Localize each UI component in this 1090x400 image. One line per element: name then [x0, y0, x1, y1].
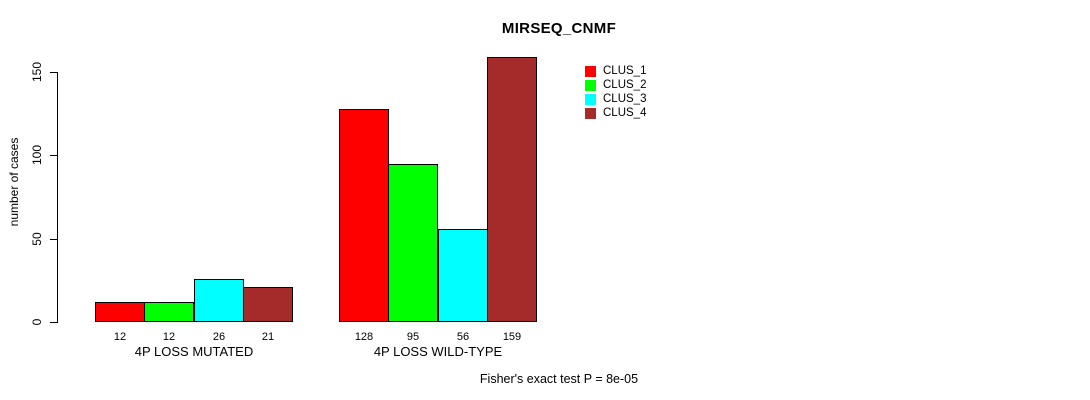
- bar-clus_3-group1: [194, 279, 244, 322]
- legend-item-clus_3: CLUS_3: [585, 92, 646, 106]
- y-tick-label: 100: [30, 144, 44, 166]
- bar-value-label: 12: [162, 331, 176, 343]
- legend-item-clus_2: CLUS_2: [585, 78, 646, 92]
- legend-item-clus_4: CLUS_4: [585, 106, 646, 120]
- bar-clus_1-group1: [95, 302, 145, 322]
- legend-swatch: [585, 107, 596, 119]
- y-tick-mark: [50, 72, 57, 73]
- bar-clus_4-group2: [487, 57, 537, 322]
- bar-value-label: 159: [502, 331, 522, 343]
- bar-clus_3-group2: [438, 229, 488, 322]
- group-label: 4P LOSS MUTATED: [134, 344, 254, 359]
- bar-value-label: 21: [261, 331, 275, 343]
- y-tick-label: 0: [30, 318, 44, 326]
- bar-clus_1-group2: [339, 109, 389, 322]
- legend-label: CLUS_1: [603, 65, 647, 77]
- bar-value-label: 128: [354, 331, 374, 343]
- legend-label: CLUS_3: [603, 93, 647, 105]
- bar-clus_2-group2: [388, 164, 438, 322]
- y-tick-mark: [50, 322, 57, 323]
- fisher-test-annotation: Fisher's exact test P = 8e-05: [479, 372, 639, 386]
- y-axis-title: number of cases: [7, 137, 21, 227]
- y-tick-label: 150: [30, 61, 44, 83]
- bar-value-label: 56: [456, 331, 470, 343]
- legend-label: CLUS_4: [603, 107, 647, 119]
- y-tick-mark: [50, 239, 57, 240]
- y-tick-label: 50: [30, 232, 44, 246]
- legend-item-clus_1: CLUS_1: [585, 64, 646, 78]
- group-label: 4P LOSS WILD-TYPE: [373, 344, 503, 359]
- bar-clus_4-group1: [243, 287, 293, 322]
- legend-swatch: [585, 93, 596, 105]
- legend-label: CLUS_2: [603, 79, 647, 91]
- legend-swatch: [585, 65, 596, 77]
- legend-swatch: [585, 79, 596, 91]
- legend: CLUS_1 CLUS_2 CLUS_3 CLUS_4: [585, 64, 646, 120]
- y-axis-line: [57, 72, 58, 323]
- bar-value-label: 12: [113, 331, 127, 343]
- bar-clus_2-group1: [144, 302, 194, 322]
- chart-title: MIRSEQ_CNMF: [501, 20, 617, 37]
- y-tick-mark: [50, 155, 57, 156]
- bar-value-label: 26: [212, 331, 226, 343]
- bar-value-label: 95: [406, 331, 420, 343]
